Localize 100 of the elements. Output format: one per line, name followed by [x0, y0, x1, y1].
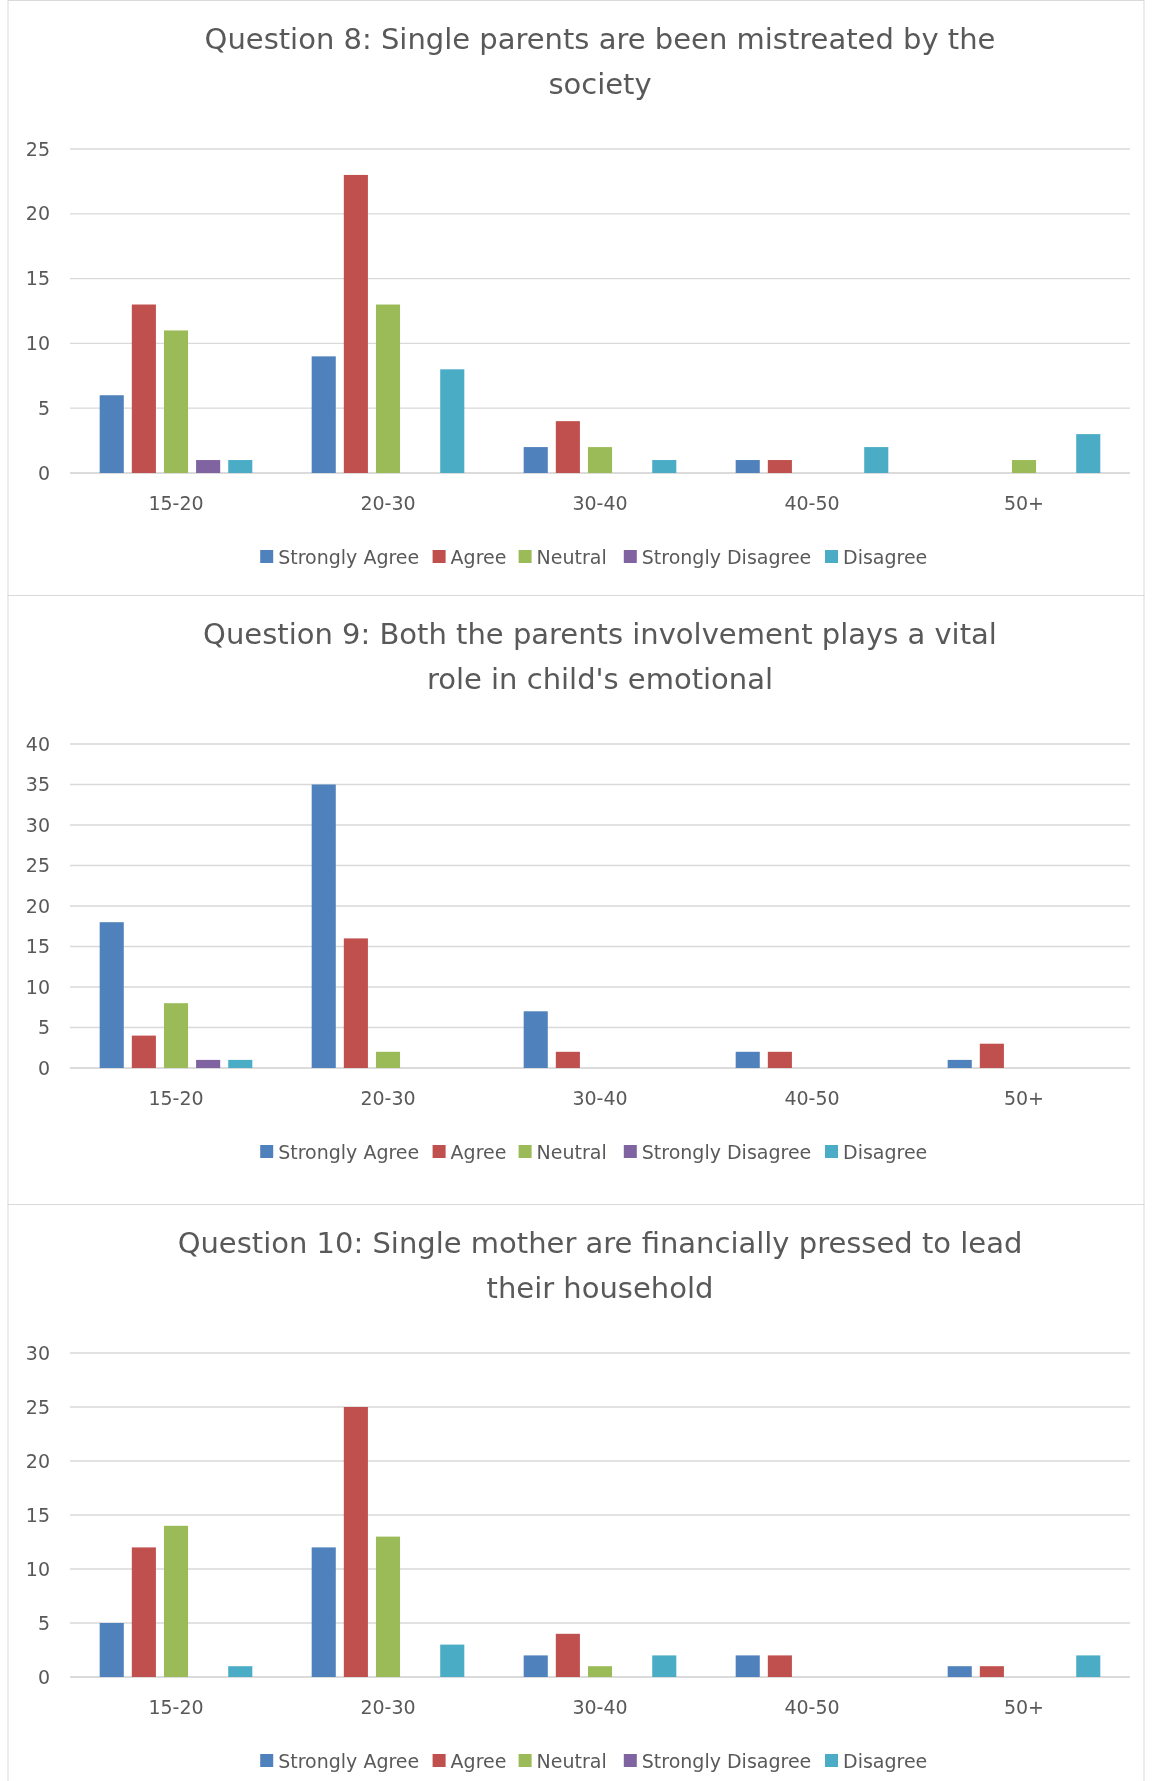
bar	[375, 1051, 401, 1068]
y-tick-label: 25	[25, 137, 50, 160]
x-tick-label: 15-20	[148, 491, 204, 514]
bar	[523, 447, 548, 473]
legend-label: Strongly Disagree	[641, 1749, 812, 1772]
bar	[343, 938, 368, 1068]
bar	[587, 1666, 613, 1677]
bar	[311, 784, 336, 1068]
bar	[947, 1059, 972, 1068]
y-tick-label: 25	[25, 854, 50, 877]
bar	[767, 1655, 792, 1677]
bar	[735, 1655, 760, 1677]
x-tick-label: 30-40	[572, 1086, 628, 1109]
chart-title: Question 9: Both the parents involvement plays a vital role in child's emotional	[203, 617, 997, 696]
bar	[99, 1623, 124, 1677]
y-tick-label: 20	[25, 202, 50, 225]
x-tick-label: 15-20	[148, 1695, 204, 1718]
bar	[555, 421, 580, 473]
bar	[375, 304, 401, 473]
bar	[587, 447, 613, 473]
y-tick-label: 30	[25, 813, 50, 836]
bar	[979, 1043, 1004, 1068]
bar	[196, 460, 221, 473]
bar	[864, 447, 889, 473]
legend-label: Neutral	[536, 1140, 607, 1163]
x-tick-label: 50+	[1003, 1695, 1045, 1718]
y-tick-label: 15	[25, 1503, 50, 1526]
legend-label: Disagree	[843, 1140, 928, 1163]
bar	[311, 1547, 336, 1677]
legend-label: Strongly Disagree	[641, 545, 812, 568]
bar	[131, 1035, 156, 1068]
bar	[979, 1666, 1004, 1677]
bar	[343, 174, 368, 473]
legend-label: Neutral	[536, 1749, 607, 1772]
bar	[228, 1666, 253, 1677]
bar	[196, 1059, 221, 1068]
x-tick-label: 30-40	[572, 1695, 628, 1718]
y-tick-label: 30	[25, 1341, 50, 1364]
bar	[131, 304, 156, 473]
bar	[735, 1051, 760, 1068]
bar	[99, 922, 124, 1068]
bar	[555, 1051, 580, 1068]
bar	[163, 1525, 189, 1677]
y-tick-label: 20	[25, 1449, 50, 1472]
x-tick-label: 40-50	[784, 1695, 840, 1718]
x-tick-label: 40-50	[784, 491, 840, 514]
bar	[228, 460, 253, 473]
legend-label: Neutral	[536, 545, 607, 568]
x-tick-label: 20-30	[360, 1086, 416, 1109]
legend-label: Agree	[450, 1749, 507, 1772]
bar	[767, 1051, 792, 1068]
y-tick-label: 40	[25, 732, 50, 755]
bar	[735, 460, 760, 473]
bar	[652, 1655, 677, 1677]
bar	[1011, 460, 1037, 473]
legend-label: Strongly Agree	[278, 1140, 420, 1163]
bar	[555, 1633, 580, 1677]
bar	[767, 460, 792, 473]
bar	[163, 330, 189, 473]
legend-label: Strongly Agree	[278, 545, 420, 568]
bar	[947, 1666, 972, 1677]
bar	[440, 369, 465, 473]
x-tick-label: 50+	[1003, 1086, 1045, 1109]
bar	[228, 1059, 253, 1068]
y-tick-label: 15	[25, 267, 50, 290]
bar	[523, 1655, 548, 1677]
bar	[652, 460, 677, 473]
chart-title: Question 10: Single mother are financially pressed to lead their household	[177, 1226, 1023, 1305]
x-tick-label: 40-50	[784, 1086, 840, 1109]
legend-label: Agree	[450, 1140, 507, 1163]
chart-title: Question 8: Single parents are been mistreated by the society	[204, 22, 996, 101]
y-tick-label: 15	[25, 935, 50, 958]
x-tick-label: 30-40	[572, 491, 628, 514]
x-tick-label: 50+	[1003, 491, 1045, 514]
x-tick-label: 20-30	[360, 1695, 416, 1718]
legend-label: Disagree	[843, 545, 928, 568]
y-tick-label: 5	[37, 1611, 50, 1634]
bar	[163, 1003, 189, 1068]
legend-label: Agree	[450, 545, 507, 568]
legend-label: Strongly Agree	[278, 1749, 420, 1772]
y-tick-label: 5	[37, 396, 50, 419]
bar	[1076, 1655, 1101, 1677]
bar	[311, 356, 336, 473]
legend-label: Disagree	[843, 1749, 928, 1772]
bar	[343, 1407, 368, 1677]
bar	[99, 395, 124, 473]
bar	[523, 1011, 548, 1068]
y-tick-label: 20	[25, 894, 50, 917]
y-tick-label: 25	[25, 1395, 50, 1418]
y-tick-label: 0	[37, 1056, 50, 1079]
bar	[375, 1536, 401, 1677]
y-tick-label: 10	[25, 332, 50, 355]
bar	[440, 1644, 465, 1677]
x-tick-label: 15-20	[148, 1086, 204, 1109]
y-tick-label: 0	[37, 461, 50, 484]
y-tick-label: 10	[25, 975, 50, 998]
y-tick-label: 35	[25, 773, 50, 796]
y-tick-label: 10	[25, 1557, 50, 1580]
legend-label: Strongly Disagree	[641, 1140, 812, 1163]
y-tick-label: 5	[37, 1016, 50, 1039]
